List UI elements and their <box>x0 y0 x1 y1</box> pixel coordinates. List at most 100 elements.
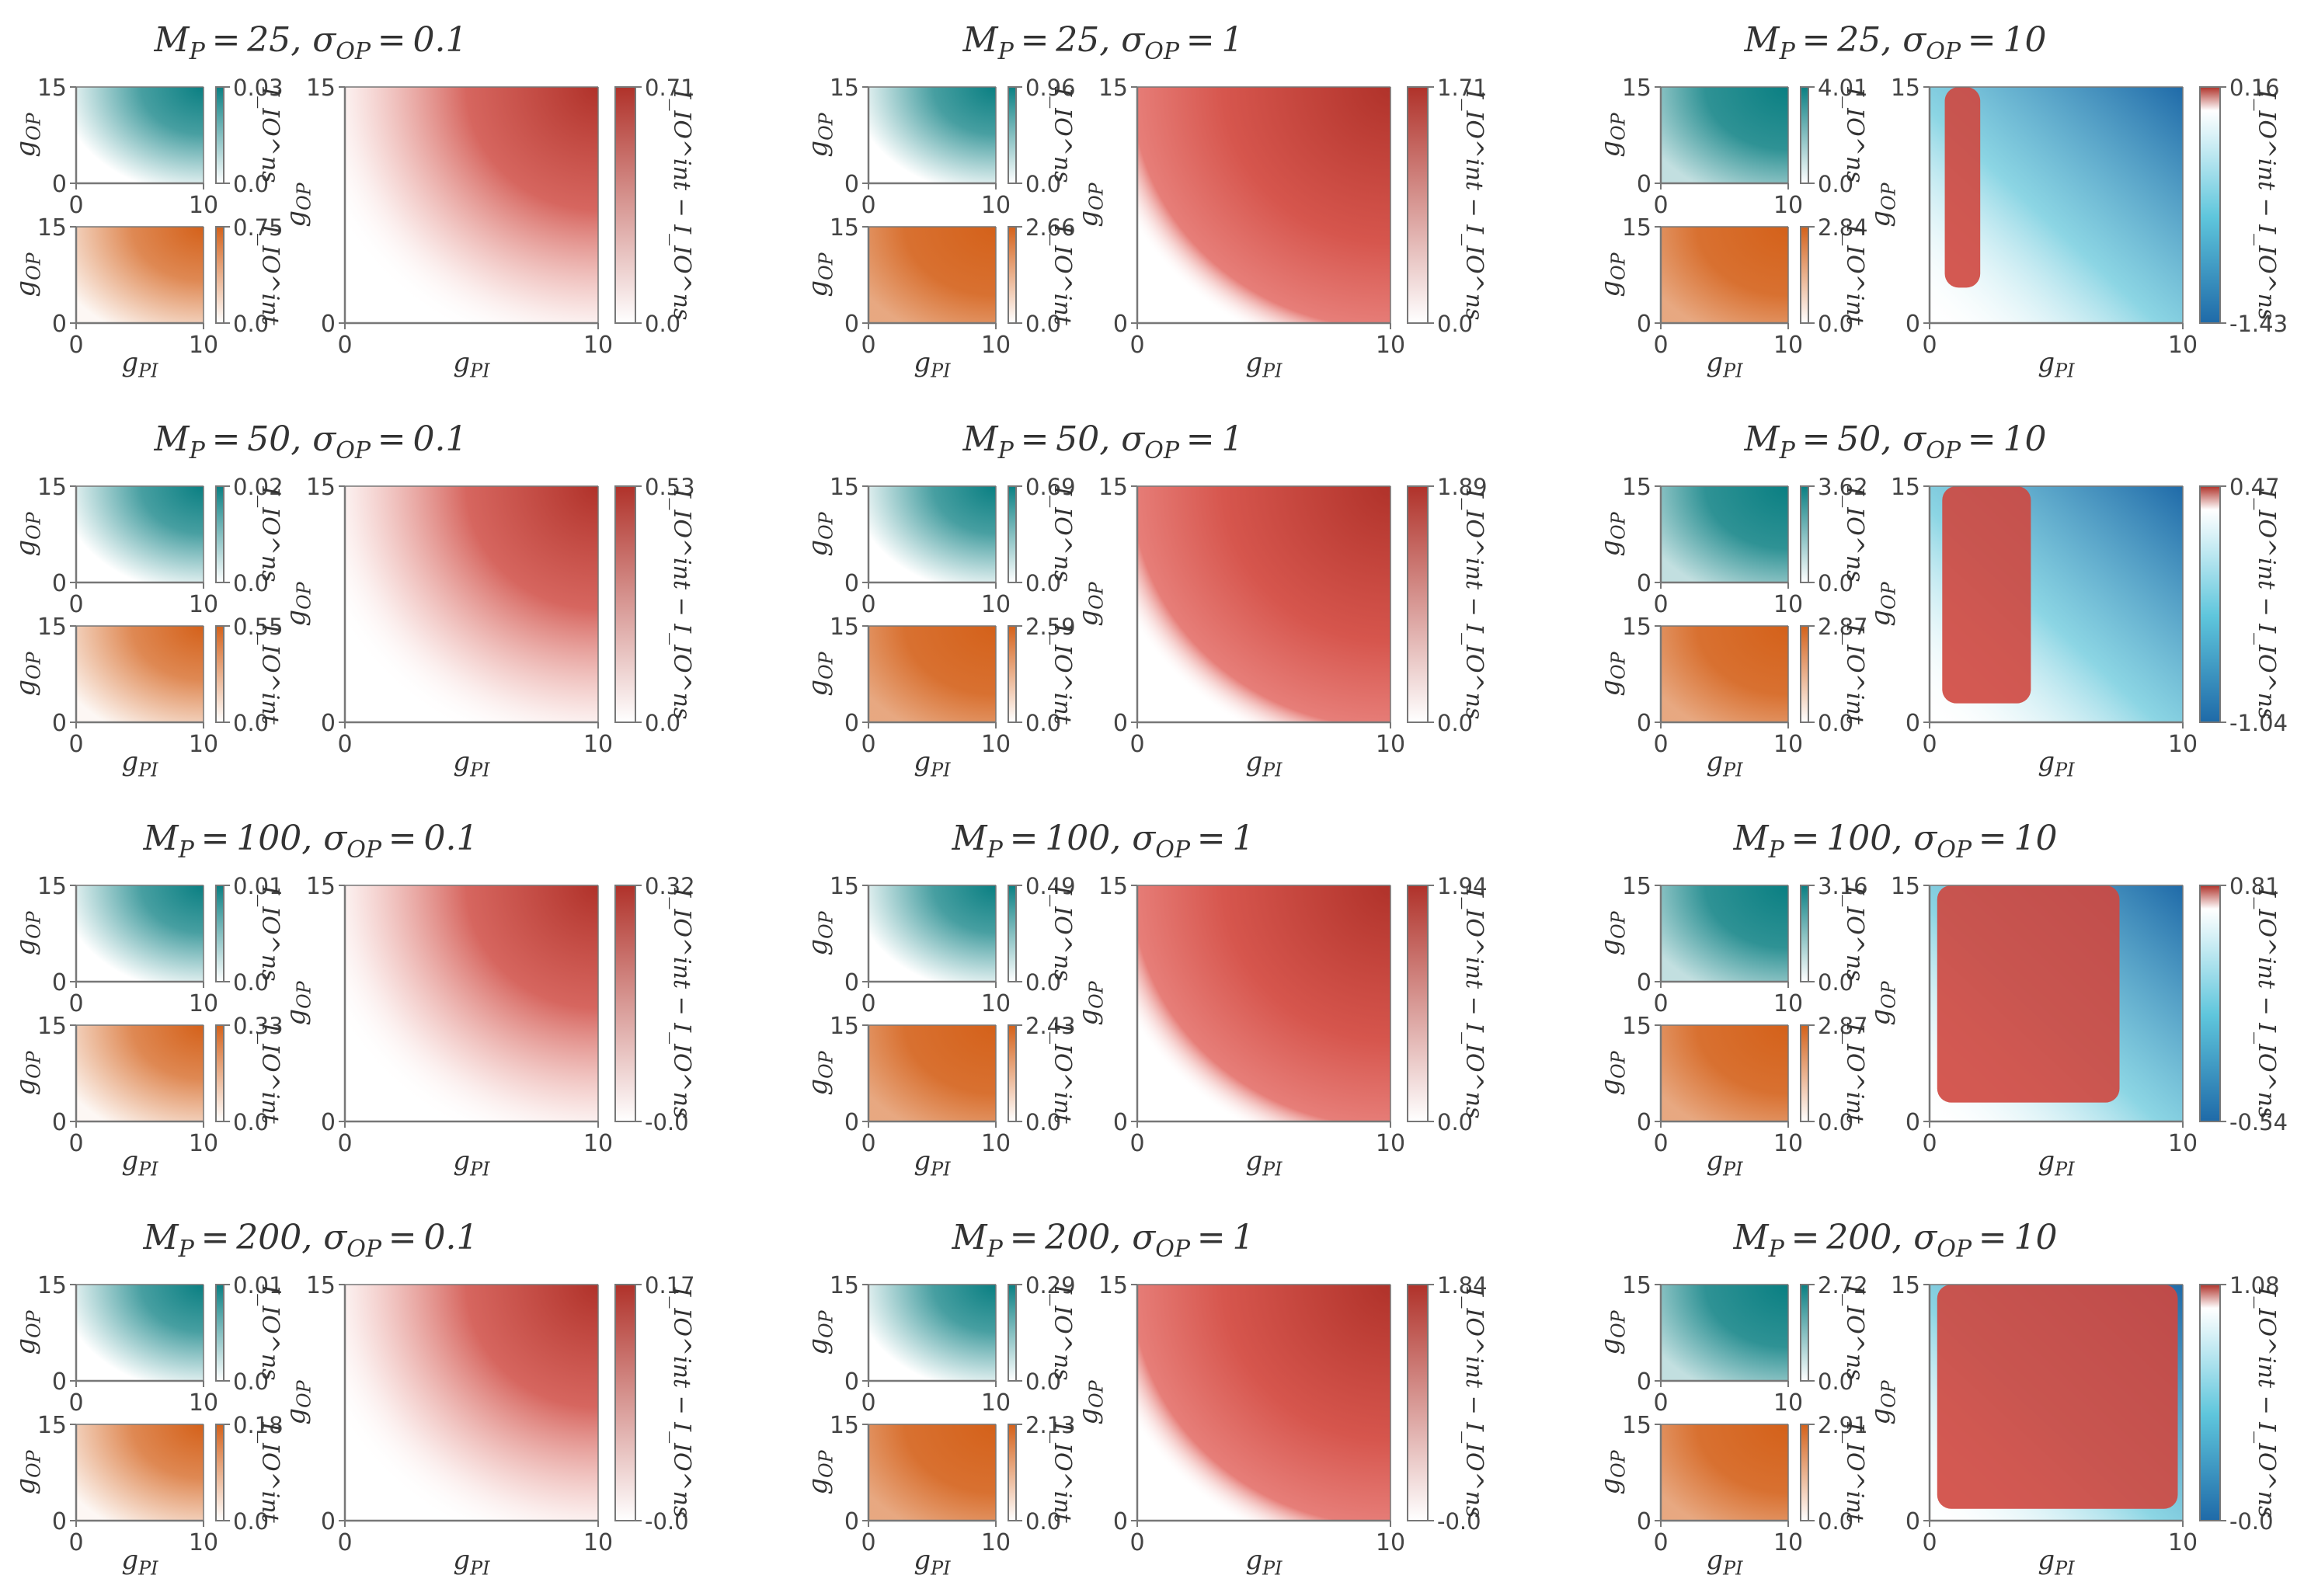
panel-6-int-ytick-top: 15 <box>1622 614 1651 641</box>
panel-1-ns-ytick-top: 15 <box>37 75 67 102</box>
panel-9-ns-colorbar <box>1800 885 1809 982</box>
panel-4-ns-ylabel: gOP <box>10 511 44 556</box>
panel-12-ns-cbar-label: I_IO^ns <box>1841 1284 1868 1380</box>
panel-12-int-heatmap <box>1661 1424 1788 1521</box>
panel-8-ns-ytick-top: 15 <box>830 873 859 900</box>
panel-4-ns-colorbar <box>215 485 224 583</box>
panel-12-ns-heatmap <box>1661 1285 1788 1381</box>
panel-2-main-ytick-top: 15 <box>1098 75 1128 102</box>
panel-2-ns-heatmap <box>868 87 996 183</box>
panel-5-diff-colorbar <box>1407 485 1429 723</box>
panel-4-main-ytick-bottom: 0 <box>321 710 336 737</box>
panel-2-int-ytick-bottom: 0 <box>844 311 859 338</box>
panel-3-int-cbar-min: 0.0 <box>1818 311 1853 337</box>
panel-5-main-xtick-left: 0 <box>1129 731 1144 758</box>
panel-4-ns-ytick-bottom: 0 <box>52 570 67 597</box>
panel-3-main-ylabel: gOP <box>1865 182 1899 227</box>
panel-4-title: MP = 50, σOP = 0.1 <box>154 419 468 464</box>
panel-11-ns-colorbar <box>1008 1284 1017 1382</box>
panel-10-int-heatmap <box>76 1424 204 1521</box>
panel-11-main-xlabel: gPI <box>1245 1545 1283 1579</box>
panel-1-int-cbar-min: 0.0 <box>233 311 269 337</box>
panel-1-main-ylabel: gOP <box>280 182 315 227</box>
panel-1-diff-cbar-min: 0.0 <box>645 311 680 337</box>
panel-4-int-xtick-left: 0 <box>68 731 83 758</box>
panel-5-int-xtick-left: 0 <box>861 731 875 758</box>
panel-12-main-ytick-bottom: 0 <box>1905 1508 1920 1535</box>
panel-11-ns-ylabel: gOP <box>802 1309 837 1354</box>
panel-4-int-ytick-top: 15 <box>37 614 67 641</box>
panel-11-main-ylabel: gOP <box>1073 1379 1107 1424</box>
panel-11-ns-ytick-top: 15 <box>830 1272 859 1299</box>
panel-9-ns-xtick-left: 0 <box>1653 990 1668 1017</box>
panel-8-int-colorbar <box>1008 1024 1017 1122</box>
panel-7-diff-cbar-min: -0.0 <box>645 1109 689 1135</box>
panel-2-ns-cbar-min: 0.0 <box>1025 171 1061 197</box>
panel-3-int-cbar-max: 2.84 <box>1818 214 1868 241</box>
panel-8-ns-xtick-left: 0 <box>861 990 875 1017</box>
panel-11-main-xtick-right: 10 <box>1376 1529 1405 1556</box>
panel-9-ns-cbar-min: 0.0 <box>1818 969 1853 996</box>
panel-3-title: MP = 25, σOP = 10 <box>1744 20 2047 65</box>
panel-5-int-heatmap <box>868 626 996 722</box>
panel-3-ns-xtick-left: 0 <box>1653 192 1668 219</box>
panel-2-main-heatmap <box>1137 87 1390 323</box>
panel-11-main-ytick-bottom: 0 <box>1113 1508 1128 1535</box>
panel-11-int-xtick-left: 0 <box>861 1529 875 1556</box>
panel-10-int-colorbar <box>215 1424 224 1521</box>
panel-9-ns-heatmap <box>1661 885 1788 982</box>
panel-8-main-xtick-right: 10 <box>1376 1130 1405 1157</box>
panel-11-int-cbar-max: 2.13 <box>1025 1412 1076 1438</box>
panel-2-int-xtick-left: 0 <box>861 332 875 359</box>
panel-11-diff-cbar-min: -0.0 <box>1437 1508 1481 1535</box>
panel-6-int-cbar-min: 0.0 <box>1818 710 1853 736</box>
panel-8-int-cbar-label: I_IO^int <box>1049 1022 1076 1124</box>
panel-9-diff-cbar-min: -0.54 <box>2229 1109 2288 1135</box>
panel-10-ns-ytick-bottom: 0 <box>52 1368 67 1396</box>
panel-9-int-cbar-label: I_IO^int <box>1841 1022 1868 1124</box>
panel-11-ns-ytick-bottom: 0 <box>844 1368 859 1396</box>
panel-5-int-cbar-min: 0.0 <box>1025 710 1061 736</box>
panel-8-int-xtick-right: 10 <box>981 1130 1011 1157</box>
panel-3-ns-ytick-top: 15 <box>1622 75 1651 102</box>
panel-5-title: MP = 50, σOP = 1 <box>962 419 1244 464</box>
panel-3-ns-heatmap <box>1661 87 1788 183</box>
panel-10-main-xtick-right: 10 <box>583 1529 613 1556</box>
panel-1-diff-colorbar <box>614 86 636 324</box>
panel-2-diff-cbar-max: 1.71 <box>1437 75 1488 101</box>
panel-10-ns-colorbar <box>215 1284 224 1382</box>
panel-6-diff-colorbar <box>2199 485 2221 723</box>
panel-4-int-cbar-label: I_IO^int <box>256 623 284 725</box>
panel-2-int-colorbar <box>1008 226 1017 324</box>
panel-3-ns-ylabel: gOP <box>1595 112 1629 157</box>
panel-7-title: MP = 100, σOP = 0.1 <box>143 819 479 864</box>
panel-5-ns-xtick-right: 10 <box>981 591 1011 618</box>
panel-1-int-xtick-right: 10 <box>189 332 218 359</box>
panel-7-diff-colorbar <box>614 885 636 1122</box>
panel-5-ns-cbar-min: 0.0 <box>1025 570 1061 596</box>
panel-10-int-ylabel: gOP <box>10 1449 44 1494</box>
panel-2-ns-xtick-left: 0 <box>861 192 875 219</box>
panel-6-title: MP = 50, σOP = 10 <box>1744 419 2047 464</box>
panel-12-int-colorbar <box>1800 1424 1809 1521</box>
panel-9-ns-cbar-label: I_IO^ns <box>1841 885 1868 981</box>
panel-4-int-colorbar <box>215 625 224 723</box>
panel-5-ns-heatmap <box>868 486 996 582</box>
panel-2-int-xtick-right: 10 <box>981 332 1011 359</box>
panel-11-ns-cbar-min: 0.0 <box>1025 1368 1061 1395</box>
panel-1-int-heatmap <box>76 227 204 323</box>
panel-8-main-ytick-top: 15 <box>1098 873 1128 900</box>
panel-7-main-heatmap <box>345 885 598 1121</box>
panel-6-ns-heatmap <box>1661 486 1788 582</box>
panel-10-ns-heatmap <box>76 1285 204 1381</box>
panel-11-int-cbar-min: 0.0 <box>1025 1508 1061 1535</box>
panel-8-main-ytick-bottom: 0 <box>1113 1109 1128 1136</box>
panel-1-diff-cbar-max: 0.71 <box>645 75 695 101</box>
panel-5-diff-cbar-max: 1.89 <box>1437 474 1488 500</box>
panel-11-ns-xtick-left: 0 <box>861 1389 875 1417</box>
panel-4-diff-cbar-label: I_IO^int − I_IO^ns <box>668 489 695 720</box>
